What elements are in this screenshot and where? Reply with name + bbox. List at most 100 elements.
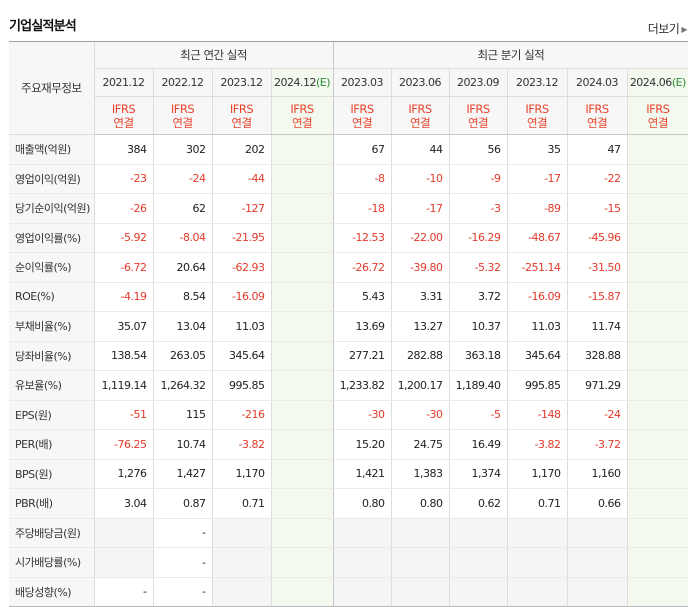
table-cell: 1,421	[332, 459, 392, 489]
basis-consolidated: 연결	[113, 115, 134, 130]
table-cell	[626, 134, 689, 165]
table-cell	[270, 223, 334, 253]
more-link[interactable]: 더보기 ▶	[648, 20, 688, 37]
table-cell	[332, 547, 392, 578]
basis-consolidated: 연결	[647, 115, 669, 130]
table-cell	[270, 400, 334, 430]
financial-table-wrapper: 주요재무정보 최근 연간 실적 최근 분기 실적 2021.12 2022.12 2…	[9, 41, 689, 607]
table-cell: 56	[448, 134, 508, 165]
table-cell: 13.69	[332, 311, 392, 342]
table-cell: 11.03	[506, 311, 568, 342]
table-cell: -251.14	[506, 252, 568, 283]
period-header: 2023.12	[211, 68, 271, 97]
table-cell: -3.82	[211, 429, 271, 460]
table-cell: 62	[152, 193, 212, 224]
table-cell: 24.75	[390, 429, 450, 460]
row-header-label: 주요재무정보	[9, 42, 94, 135]
table-cell: -5.92	[93, 223, 153, 253]
table-cell: 15.20	[332, 429, 392, 460]
table-cell: 11.03	[211, 311, 271, 342]
table-cell	[93, 518, 153, 548]
row-label: 매출액(억원)	[9, 134, 94, 165]
basis-consolidated: 연결	[291, 115, 313, 130]
table-cell	[506, 518, 568, 548]
table-cell: -15.87	[566, 282, 628, 312]
table-cell: 115	[152, 400, 212, 430]
period-date: 2023.12	[220, 76, 264, 89]
table-cell: -	[93, 577, 153, 607]
period-header: 2024.06(E)	[626, 68, 689, 97]
table-cell	[270, 459, 334, 489]
table-cell: 1,170	[506, 459, 568, 489]
table-cell: 1,383	[390, 459, 450, 489]
table-cell	[566, 577, 628, 607]
table-cell	[270, 547, 334, 578]
table-cell: 10.74	[152, 429, 212, 460]
accounting-basis: IFRS 연결	[506, 96, 568, 135]
table-cell: -5.32	[448, 252, 508, 283]
table-cell: 1,264.32	[152, 370, 212, 401]
table-row: 영업이익률(%) -5.92 -8.04 -21.95 -12.53 -22.00 -16.…	[9, 223, 689, 253]
table-cell	[566, 518, 628, 548]
table-cell: -5	[448, 400, 508, 430]
table-cell: 0.62	[448, 488, 508, 519]
table-cell	[270, 164, 334, 194]
table-cell	[332, 577, 392, 607]
table-cell: -21.95	[211, 223, 271, 253]
basis-ifrs: IFRS	[408, 101, 432, 116]
basis-consolidated: 연결	[351, 115, 373, 130]
table-cell	[390, 518, 450, 548]
basis-consolidated: 연결	[172, 115, 193, 130]
basis-ifrs: IFRS	[290, 101, 314, 116]
table-cell: -15	[566, 193, 628, 224]
period-header: 2024.03	[566, 68, 628, 97]
table-cell: -3	[448, 193, 508, 224]
table-cell: -10	[390, 164, 450, 194]
period-date: 2022.12	[161, 76, 205, 89]
table-cell: 971.29	[566, 370, 628, 401]
table-cell: 10.37	[448, 311, 508, 342]
table-cell: 3.04	[93, 488, 153, 519]
table-cell	[626, 282, 689, 312]
table-cell	[448, 547, 508, 578]
estimate-marker: (E)	[316, 76, 331, 89]
row-label: 순이익률(%)	[9, 252, 94, 283]
table-cell	[626, 223, 689, 253]
basis-consolidated: 연결	[467, 115, 489, 130]
quarter-group-header: 최근 분기 실적	[332, 42, 689, 69]
table-cell: -24	[566, 400, 628, 430]
table-cell: 13.27	[390, 311, 450, 342]
table-cell: 20.64	[152, 252, 212, 283]
table-cell	[211, 577, 271, 607]
accounting-basis: IFRS 연결	[152, 96, 212, 135]
table-cell	[626, 400, 689, 430]
table-cell: -16.09	[211, 282, 271, 312]
period-header: 2024.12(E)	[270, 68, 334, 97]
table-cell: -31.50	[566, 252, 628, 283]
table-cell: 44	[390, 134, 450, 165]
row-label: EPS(원)	[9, 400, 94, 430]
table-cell	[626, 518, 689, 548]
table-cell: -26.72	[332, 252, 392, 283]
table-cell: 277.21	[332, 341, 392, 371]
table-cell: 384	[93, 134, 153, 165]
table-cell: 16.49	[448, 429, 508, 460]
row-label: ROE(%)	[9, 282, 94, 312]
table-row: 순이익률(%) -6.72 20.64 -62.93 -26.72 -39.80 -5.32…	[9, 252, 689, 283]
table-cell	[332, 518, 392, 548]
table-cell: 3.31	[390, 282, 450, 312]
basis-ifrs: IFRS	[350, 101, 374, 116]
table-cell	[211, 547, 271, 578]
row-label: 영업이익(억원)	[9, 164, 94, 194]
basis-consolidated: 연결	[586, 115, 608, 130]
table-cell: 1,119.14	[93, 370, 153, 401]
table-row: ROE(%) -4.19 8.54 -16.09 5.43 3.31 3.72 -16.09-…	[9, 282, 689, 312]
period-date: 2024.06	[629, 76, 673, 89]
table-row: 부채비율(%) 35.07 13.04 11.03 13.69 13.27 10.37 11.…	[9, 311, 689, 342]
table-cell	[270, 252, 334, 283]
row-label: 주당배당금(원)	[9, 518, 94, 548]
table-cell: -44	[211, 164, 271, 194]
accounting-basis: IFRS 연결	[270, 96, 334, 135]
section-title: 기업실적분석	[9, 19, 77, 34]
estimate-marker: (E)	[671, 76, 687, 89]
